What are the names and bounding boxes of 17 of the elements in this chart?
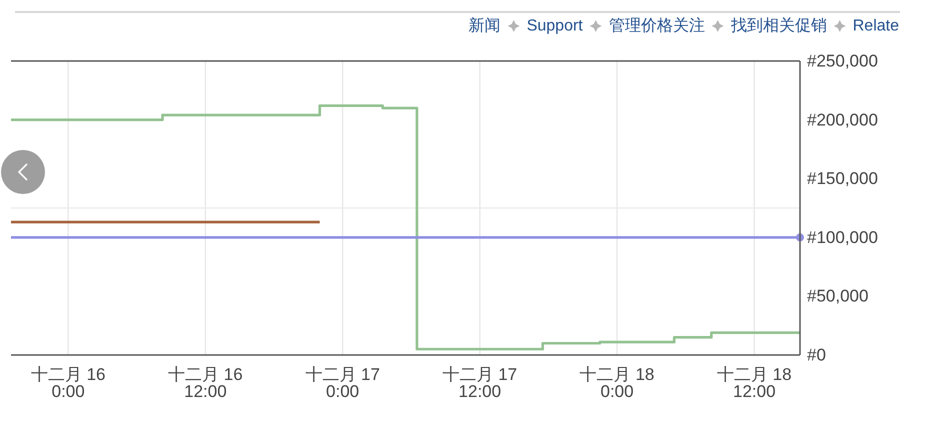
annotation: Support [526,18,583,34]
y-tick-label: #150,000 [807,169,878,188]
annotation: Relate [852,18,899,34]
y-tick-label: #50,000 [807,286,868,306]
annotation: 新闻 [468,18,501,34]
y-tick-label: #0 [807,346,826,364]
y-tick-label: #200,000 [807,110,878,130]
x-tick-label: 十二月 16 0:00 [30,365,106,401]
x-tick-label: 十二月 17 0:00 [305,365,380,401]
annotation: 管理价格关注 [608,18,705,34]
y-tick-label: #250,000 [807,52,878,70]
x-tick-label: 十二月 18 12:00 [716,365,792,401]
x-tick-label: 十二月 17 12:00 [442,365,518,401]
x-tick-label: 十二月 18 0:00 [580,365,654,401]
annotation: 找到相关促销 [730,18,827,34]
x-tick-label: 十二月 16 12:00 [168,365,243,401]
y-tick-label: #100,000 [807,228,878,247]
